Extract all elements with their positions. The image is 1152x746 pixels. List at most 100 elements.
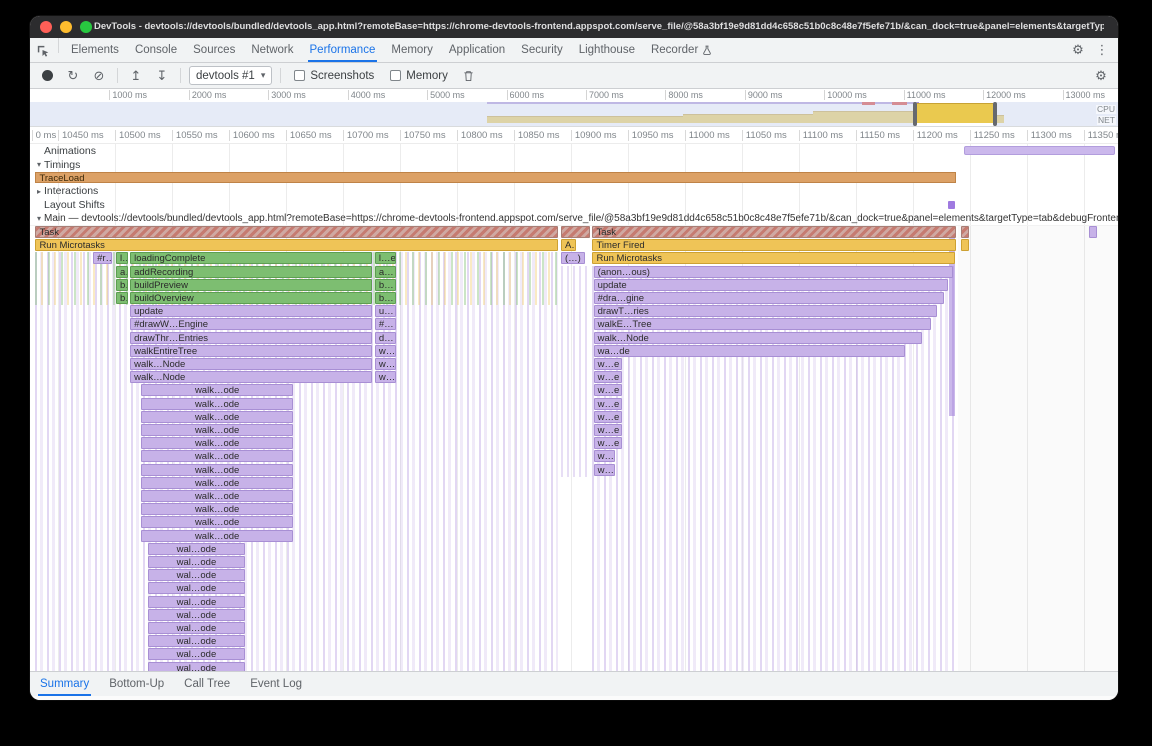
flame-bar[interactable]: w…e bbox=[593, 437, 622, 450]
flame-bar[interactable]: walkEntireTree bbox=[130, 344, 372, 357]
inspect-element-icon[interactable] bbox=[30, 38, 54, 62]
flame-bar[interactable]: b… bbox=[374, 292, 396, 304]
flame-bar[interactable]: #r…s bbox=[93, 252, 112, 265]
flame-bar[interactable]: #drawW…Engine bbox=[130, 318, 372, 331]
tab-performance[interactable]: Performance bbox=[302, 38, 384, 62]
flame-bar[interactable]: wal…ode bbox=[147, 608, 246, 621]
flame-bar[interactable]: walk…Node bbox=[130, 371, 372, 384]
tab-application[interactable]: Application bbox=[441, 38, 513, 62]
overview-body[interactable]: CPU NET bbox=[30, 102, 1118, 126]
flame-bar[interactable]: update bbox=[593, 278, 949, 291]
flame-bar[interactable]: walk…ode bbox=[140, 410, 294, 423]
flame-bar[interactable] bbox=[961, 239, 970, 252]
flame-bar[interactable]: walk…ode bbox=[140, 397, 294, 410]
flame-bar[interactable]: walk…ode bbox=[140, 529, 294, 542]
flame-bar[interactable]: walk…ode bbox=[140, 424, 294, 436]
flame-bar[interactable]: a… bbox=[374, 265, 396, 278]
flame-bar[interactable]: b… bbox=[115, 278, 128, 291]
flame-bar[interactable]: #… bbox=[374, 318, 396, 331]
tab-lighthouse[interactable]: Lighthouse bbox=[571, 38, 643, 62]
flame-bar[interactable]: w…e bbox=[593, 371, 622, 384]
memory-checkbox[interactable]: Memory bbox=[390, 70, 448, 82]
flame-bar[interactable]: w… bbox=[593, 450, 616, 463]
track-animations[interactable]: Animations bbox=[30, 144, 1118, 158]
flame-bar[interactable]: w… bbox=[374, 344, 396, 357]
tab-memory[interactable]: Memory bbox=[383, 38, 441, 62]
flame-bar[interactable]: walk…ode bbox=[140, 450, 294, 463]
record-button[interactable] bbox=[35, 70, 59, 81]
flame-bar[interactable] bbox=[560, 226, 591, 238]
flame-bar[interactable]: drawT…ries bbox=[593, 305, 938, 318]
close-button[interactable] bbox=[40, 21, 52, 33]
save-profile-button[interactable]: ↧ bbox=[156, 67, 168, 83]
reload-and-record-button[interactable]: ↻ bbox=[67, 67, 79, 83]
history-select[interactable]: devtools #1 ▾ bbox=[189, 66, 273, 85]
drawer-tab-event-log[interactable]: Event Log bbox=[250, 678, 302, 690]
tab-elements[interactable]: Elements bbox=[63, 38, 127, 62]
flame-bar[interactable]: w…e bbox=[593, 397, 622, 410]
flame-bar[interactable]: w… bbox=[374, 371, 396, 384]
flame-bar[interactable] bbox=[1088, 226, 1097, 238]
flame-bar[interactable]: wal…ode bbox=[147, 556, 246, 568]
flame-bar[interactable]: l…e bbox=[115, 252, 128, 265]
more-options-kebab-icon[interactable]: ⋮ bbox=[1095, 42, 1109, 57]
capture-settings-gear-icon[interactable]: ⚙ bbox=[1095, 67, 1107, 83]
flame-bar[interactable]: u… bbox=[374, 305, 396, 318]
settings-gear-icon[interactable]: ⚙ bbox=[1072, 42, 1084, 57]
flame-bar[interactable]: b… bbox=[115, 292, 128, 304]
collapse-triangle-icon[interactable]: ▾ bbox=[36, 214, 41, 223]
flame-bar[interactable]: walk…Node bbox=[130, 358, 372, 370]
flame-bar[interactable]: addRecording bbox=[130, 265, 372, 278]
drawer-tab-summary[interactable]: Summary bbox=[30, 672, 99, 696]
flame-bar[interactable]: wal…ode bbox=[147, 622, 246, 634]
flame-bar[interactable]: wa…de bbox=[593, 344, 905, 357]
flame-bar[interactable]: w…e bbox=[593, 358, 622, 370]
flame-bar[interactable] bbox=[961, 226, 970, 238]
flame-bar[interactable]: update bbox=[130, 305, 372, 318]
flame-bar[interactable]: walkE…Tree bbox=[593, 318, 931, 331]
flame-bar[interactable]: wal…ode bbox=[147, 661, 246, 671]
flame-chart[interactable]: Task Run Microtasks #r…sl…eloadingComplete… bbox=[30, 226, 1118, 671]
screenshots-checkbox[interactable]: Screenshots bbox=[294, 70, 374, 82]
expand-triangle-icon[interactable]: ▸ bbox=[36, 186, 41, 196]
minimize-button[interactable] bbox=[60, 21, 72, 33]
drawer-tab-bottom-up[interactable]: Bottom-Up bbox=[109, 678, 165, 690]
clear-button[interactable]: ⊘ bbox=[93, 67, 105, 83]
timeline-overview[interactable]: 1000 ms 2000 ms 3000 ms 4000 ms 5000 ms 6000 … bbox=[30, 89, 1118, 127]
flame-bar[interactable]: Timer Fired bbox=[592, 239, 956, 252]
flame-bar[interactable]: drawThr…Entries bbox=[130, 331, 372, 344]
flame-bar[interactable]: walk…ode bbox=[140, 516, 294, 529]
tab-security[interactable]: Security bbox=[513, 38, 571, 62]
flame-bar[interactable]: a… bbox=[115, 265, 128, 278]
flame-bar[interactable]: walk…ode bbox=[140, 463, 294, 476]
track-layout-shifts[interactable]: Layout Shifts bbox=[30, 198, 1118, 212]
flame-bar[interactable]: loadingComplete bbox=[130, 252, 372, 265]
flame-bar[interactable]: wal…ode bbox=[147, 648, 246, 661]
flame-bar[interactable]: b… bbox=[374, 278, 396, 291]
drawer-tab-call-tree[interactable]: Call Tree bbox=[184, 678, 231, 690]
tab-recorder[interactable]: Recorder bbox=[643, 38, 720, 62]
flame-bar[interactable]: wal…ode bbox=[147, 569, 246, 582]
flame-bar[interactable]: Task bbox=[592, 226, 956, 238]
flame-bar[interactable]: wal…ode bbox=[147, 582, 246, 595]
trash-icon[interactable] bbox=[457, 70, 481, 82]
flame-bar[interactable]: wal…ode bbox=[147, 542, 246, 555]
layout-shift-marker[interactable] bbox=[948, 201, 956, 209]
flame-bar[interactable]: #dra…gine bbox=[593, 292, 944, 304]
animation-bar[interactable] bbox=[963, 146, 1115, 155]
selection-handle-right[interactable] bbox=[992, 102, 997, 126]
flame-bar[interactable]: wal…ode bbox=[147, 635, 246, 648]
flame-bar[interactable]: d… bbox=[374, 331, 396, 344]
flame-bar[interactable]: buildPreview bbox=[130, 278, 372, 291]
fullscreen-button[interactable] bbox=[80, 21, 92, 33]
track-main[interactable]: ▾ Main — devtools://devtools/bundled/dev… bbox=[30, 212, 1118, 226]
collapse-triangle-icon[interactable]: ▾ bbox=[36, 160, 41, 169]
flame-bar[interactable]: Run Microtasks bbox=[592, 252, 955, 265]
tab-console[interactable]: Console bbox=[127, 38, 185, 62]
flame-bar[interactable]: A… bbox=[560, 239, 577, 252]
flame-bar[interactable]: walk…ode bbox=[140, 437, 294, 450]
flame-bar[interactable]: walk…ode bbox=[140, 490, 294, 502]
flame-bar[interactable]: w… bbox=[593, 463, 616, 476]
flame-bar[interactable]: wal…ode bbox=[147, 595, 246, 608]
flame-bar[interactable]: Task bbox=[35, 226, 558, 238]
